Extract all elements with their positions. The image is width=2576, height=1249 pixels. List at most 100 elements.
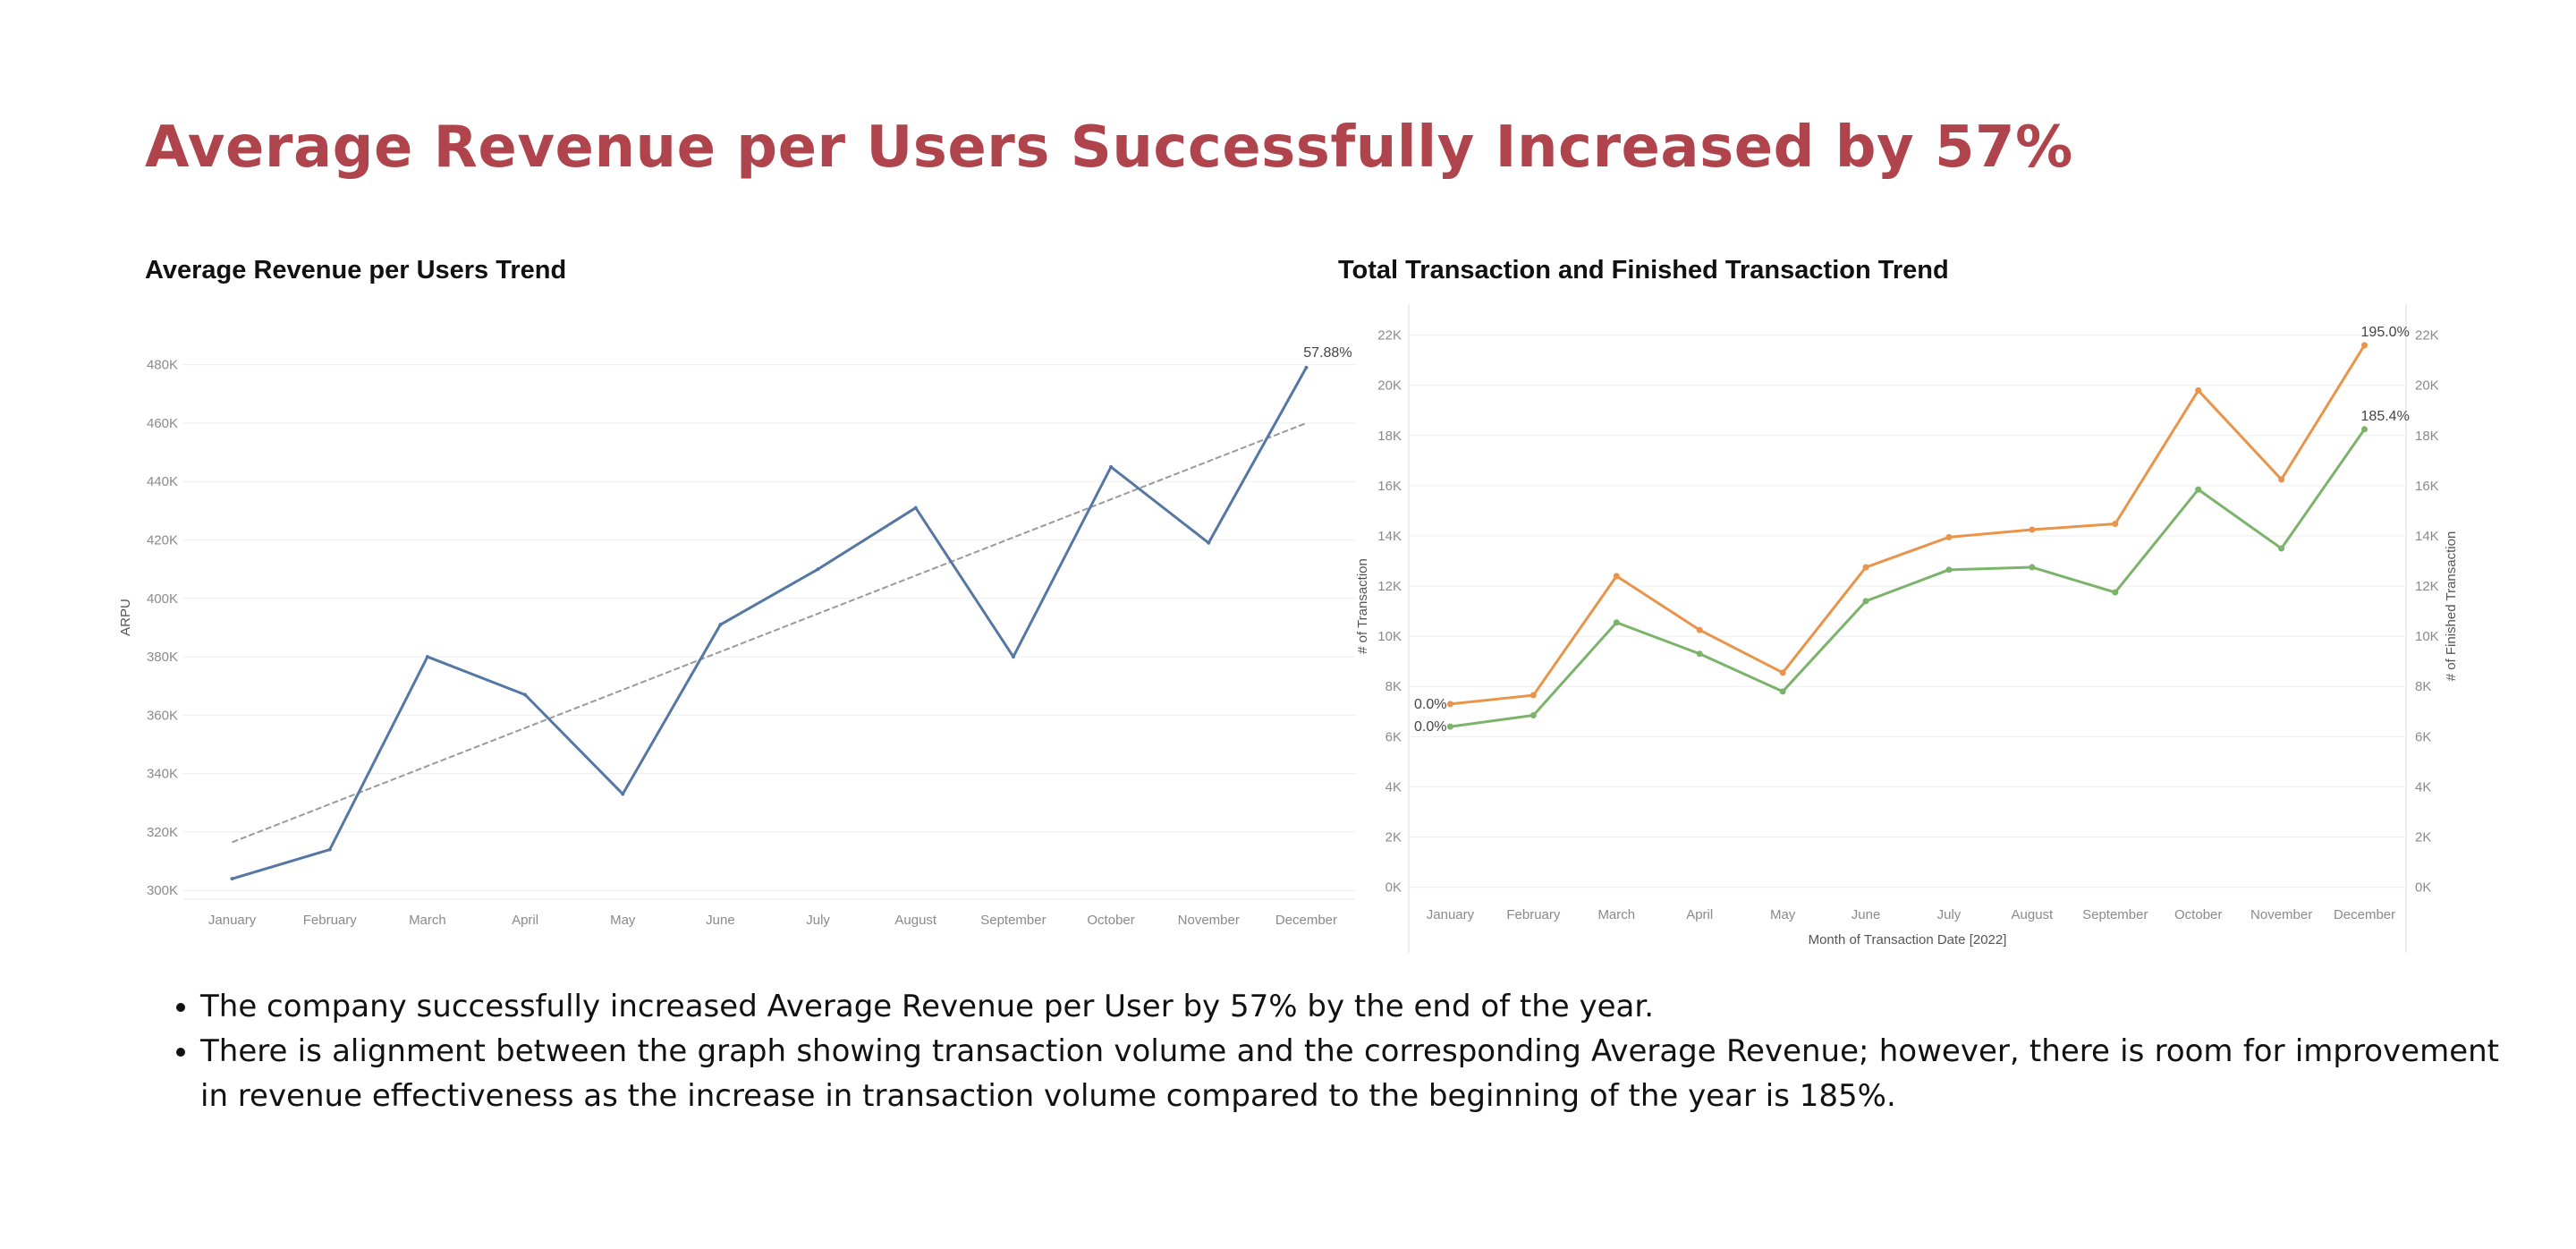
arpu-point — [230, 877, 234, 881]
x-tick-label: December — [1275, 913, 1337, 928]
x-tick-label: October — [1087, 913, 1134, 928]
total-transaction-point — [1530, 692, 1537, 699]
finished-transaction-end-label: 185.4% — [2361, 409, 2410, 424]
arpu-point — [718, 623, 723, 627]
y-tick-label-left: 2K — [1385, 830, 1402, 845]
y-tick-label-right: 8K — [2415, 679, 2431, 694]
trend-line — [232, 421, 1307, 844]
x-tick-label: December — [2334, 907, 2395, 922]
total-transaction-point — [2112, 521, 2119, 528]
x-axis-label: Month of Transaction Date [2022] — [1809, 932, 2007, 947]
x-tick-label: March — [409, 913, 446, 928]
finished-transaction-point — [1696, 650, 1703, 658]
arpu-point — [327, 847, 332, 852]
total-transaction-point — [2361, 342, 2368, 349]
y-tick-label-left: 0K — [1385, 880, 1402, 896]
arpu-point — [425, 655, 429, 659]
x-tick-label: June — [706, 913, 735, 928]
y-tick-label: 420K — [147, 532, 178, 548]
total-transaction-point — [2029, 526, 2036, 533]
finished-transaction-point — [2195, 486, 2202, 493]
total-transaction-end-label: 195.0% — [2361, 325, 2410, 340]
y-tick-label-right: 22K — [2415, 328, 2439, 344]
finished-transaction-point — [1613, 619, 1620, 626]
x-tick-label: November — [1178, 913, 1240, 928]
y-tick-label: 460K — [147, 416, 178, 431]
y-tick-label: 380K — [147, 650, 178, 665]
page-title: Average Revenue per Users Successfully I… — [145, 115, 2073, 181]
insights-list: The company successfully increased Avera… — [145, 984, 2499, 1118]
finished-transaction-point — [2029, 564, 2036, 571]
x-tick-label: September — [980, 913, 1046, 928]
y-tick-label-left: 18K — [1377, 429, 1402, 444]
y-tick-label-left: 16K — [1377, 479, 1402, 494]
y-tick-label-left: 8K — [1385, 679, 1402, 694]
y-tick-label: 400K — [147, 591, 178, 607]
y-tick-label: 320K — [147, 825, 178, 840]
y-tick-label: 440K — [147, 474, 178, 489]
finished-transaction-point — [2361, 426, 2368, 433]
total-transaction-point — [2278, 476, 2285, 483]
finished-transaction-point — [1945, 566, 1953, 574]
y-tick-label-right: 0K — [2415, 880, 2431, 896]
arpu-point — [1304, 365, 1309, 370]
x-tick-label: January — [1427, 907, 1475, 922]
y-axis-label-right: # of Finished Transaction — [2444, 531, 2459, 682]
x-tick-label: March — [1597, 907, 1635, 922]
total-transaction-start-label: 0.0% — [1414, 697, 1446, 712]
arpu-point — [1011, 655, 1015, 659]
x-tick-label: July — [806, 913, 830, 928]
total-transaction-line — [1450, 344, 2366, 706]
total-transaction-point — [2195, 387, 2202, 394]
x-tick-label: June — [1852, 907, 1881, 922]
arpu-end-label: 57.88% — [1303, 345, 1352, 361]
total-transaction-point — [1446, 701, 1453, 708]
y-tick-label-right: 4K — [2415, 779, 2431, 794]
arpu-point — [816, 567, 820, 572]
y-tick-label-left: 10K — [1377, 629, 1402, 644]
total-transaction-point — [1945, 533, 1953, 540]
x-tick-label: February — [1506, 907, 1561, 922]
y-tick-label-left: 4K — [1385, 779, 1402, 794]
arpu-point — [523, 692, 528, 697]
x-tick-label: September — [2082, 907, 2148, 922]
x-tick-label: July — [1937, 907, 1962, 922]
y-tick-label-right: 14K — [2415, 529, 2439, 544]
finished-transaction-line — [1450, 428, 2366, 728]
y-tick-label-left: 14K — [1377, 529, 1402, 544]
total-transaction-point — [1696, 626, 1703, 633]
y-tick-label-left: 20K — [1377, 378, 1402, 394]
y-tick-label-right: 2K — [2415, 830, 2431, 845]
x-tick-label: November — [2250, 907, 2312, 922]
total-transaction-point — [1613, 573, 1620, 580]
x-tick-label: August — [2012, 907, 2055, 922]
x-tick-label: January — [208, 913, 257, 928]
x-tick-label: October — [2174, 907, 2222, 922]
transaction-trend-chart: 0K 0K 2K 2K 4K 4K 6K 6K 8K 8K 10K 10K 12K 12K 14K 14K 16… — [1355, 304, 2459, 953]
finished-transaction-point — [2278, 545, 2285, 552]
insight-item: The company successfully increased Avera… — [200, 984, 2499, 1029]
x-tick-label: April — [1686, 907, 1713, 922]
transaction-chart-title: Total Transaction and Finished Transacti… — [1338, 256, 1949, 285]
arpu-point — [913, 506, 918, 510]
finished-transaction-point — [1446, 723, 1453, 730]
finished-transaction-point — [1862, 598, 1869, 605]
y-tick-label-right: 6K — [2415, 729, 2431, 744]
arpu-point — [1109, 464, 1114, 469]
x-tick-label: April — [512, 913, 538, 928]
y-tick-label-right: 18K — [2415, 429, 2439, 444]
arpu-point — [1207, 540, 1211, 545]
y-tick-label-left: 6K — [1385, 729, 1402, 744]
arpu-point — [621, 792, 625, 796]
y-axis-label-left: # of Transaction — [1355, 558, 1370, 654]
finished-transaction-point — [1530, 711, 1537, 718]
arpu-line — [232, 367, 1308, 880]
x-tick-label: May — [610, 913, 636, 928]
y-tick-label-right: 20K — [2415, 378, 2439, 394]
x-tick-label: February — [303, 913, 358, 928]
y-tick-label-left: 22K — [1377, 328, 1402, 344]
finished-transaction-start-label: 0.0% — [1414, 719, 1446, 735]
arpu-trend-chart: 300K 320K 340K 360K 380K 400K 420K 440K 460K 480K… — [118, 345, 1355, 928]
y-axis-label: ARPU — [118, 599, 133, 636]
y-tick-label-right: 10K — [2415, 629, 2439, 644]
